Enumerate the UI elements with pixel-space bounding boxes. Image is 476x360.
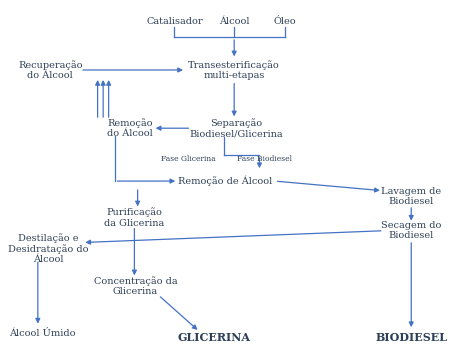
Text: GLICERINA: GLICERINA <box>178 332 250 343</box>
Text: Lavagem de
Biodiesel: Lavagem de Biodiesel <box>380 187 440 207</box>
Text: Remoção
do Álcool: Remoção do Álcool <box>107 118 152 138</box>
Text: Purificação
da Glicerina: Purificação da Glicerina <box>104 207 164 228</box>
Text: Fase Glicerina: Fase Glicerina <box>160 155 215 163</box>
Text: Destilação e
Desidratação do
Álcool: Destilação e Desidratação do Álcool <box>8 233 88 264</box>
Text: Álcool Úmido: Álcool Úmido <box>9 329 76 338</box>
Text: BIODIESEL: BIODIESEL <box>375 332 446 343</box>
Text: Fase Biodiesel: Fase Biodiesel <box>236 155 291 163</box>
Text: Secagem do
Biodiesel: Secagem do Biodiesel <box>380 221 440 240</box>
Text: Separação
Biodiesel/Glicerina: Separação Biodiesel/Glicerina <box>189 118 283 138</box>
Text: Transesterificação
multi-etapas: Transesterificação multi-etapas <box>188 60 279 80</box>
Text: Catalisador: Catalisador <box>146 17 202 26</box>
Text: Remoção de Álcool: Remoção de Álcool <box>178 175 271 186</box>
Text: Concentração da
Glicerina: Concentração da Glicerina <box>93 276 177 296</box>
Text: Álcool: Álcool <box>218 17 249 26</box>
Text: Recuperação
do Álcool: Recuperação do Álcool <box>18 60 82 80</box>
Text: Óleo: Óleo <box>273 17 296 26</box>
